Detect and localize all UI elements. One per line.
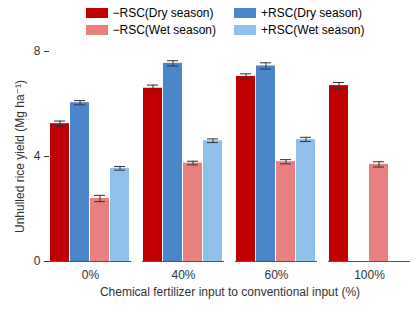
html-text:+RSC(Wet season): +RSC(Wet season)	[261, 23, 365, 37]
svg-text:0: 0	[34, 254, 41, 268]
svg-text:8: 8	[34, 44, 41, 58]
svg-text:Unhulled rice yield (Mg ha⁻¹): Unhulled rice yield (Mg ha⁻¹)	[13, 80, 27, 233]
svg-text:100%: 100%	[354, 268, 385, 282]
svg-text:60%: 60%	[264, 268, 288, 282]
svg-text:4: 4	[34, 149, 41, 163]
svg-text:40%: 40%	[171, 268, 195, 282]
svg-text:0%: 0%	[82, 268, 100, 282]
html-text:−RSC(Wet season): −RSC(Wet season)	[112, 23, 216, 37]
html-text:−RSC(Dry season): −RSC(Dry season)	[112, 6, 214, 20]
svg-text:Chemical fertilizer input to c: Chemical fertilizer input to conventiona…	[100, 285, 360, 299]
html-text:+RSC(Dry season): +RSC(Dry season)	[261, 6, 362, 20]
